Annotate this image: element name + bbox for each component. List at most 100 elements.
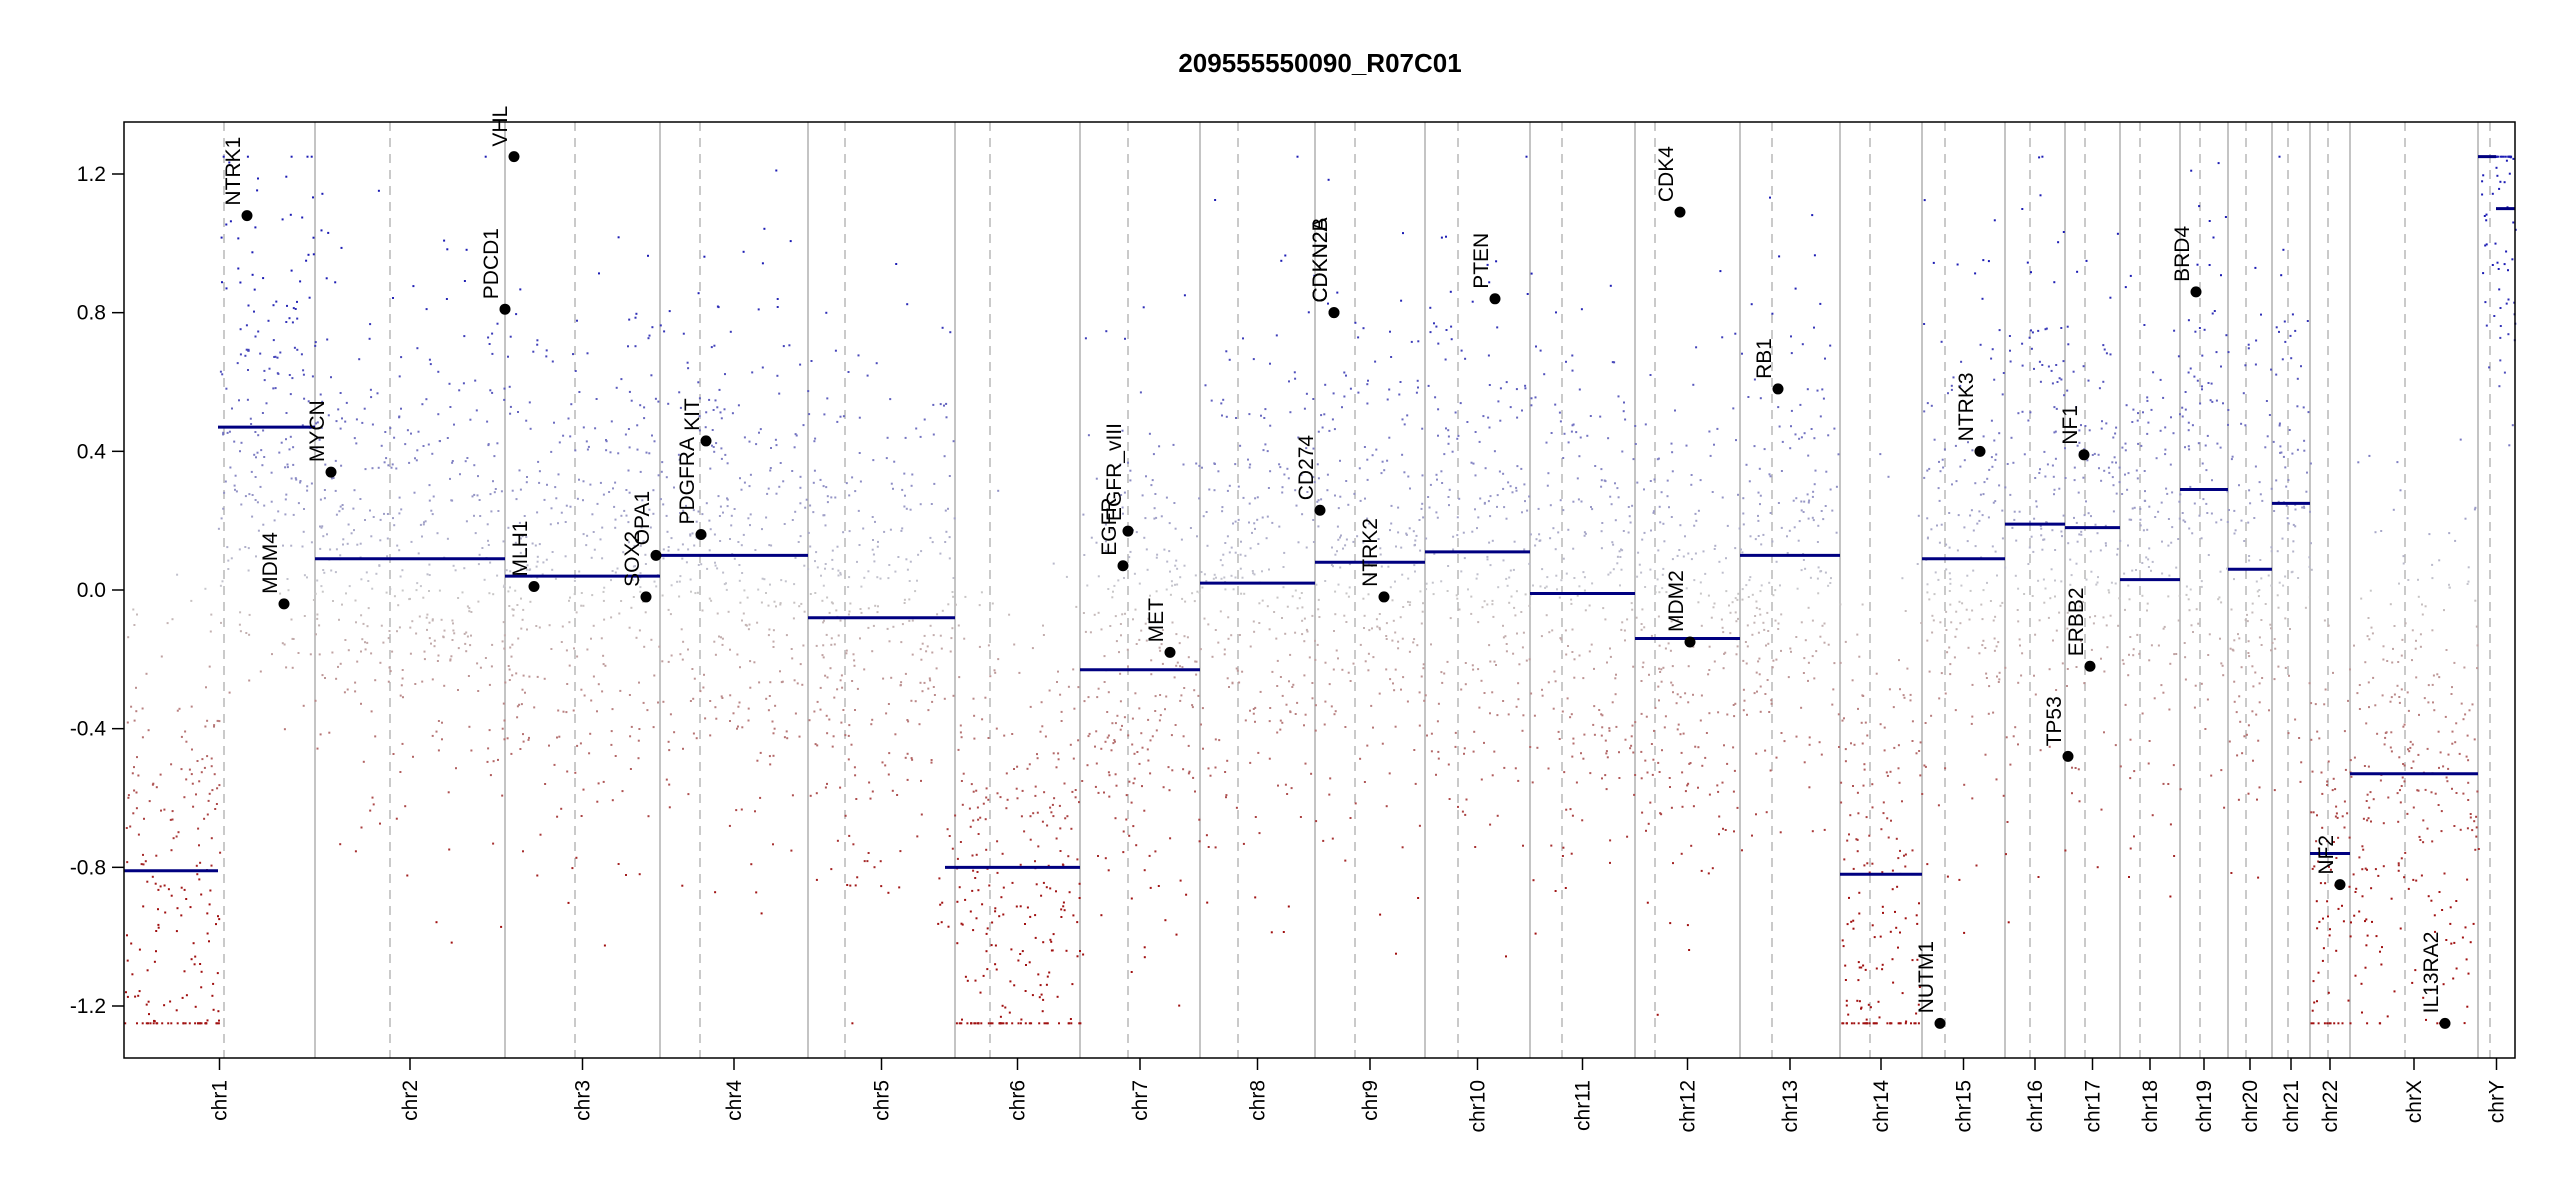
- probe-point: [1017, 959, 1020, 962]
- probe-point: [2255, 713, 2258, 716]
- probe-point: [1963, 931, 1966, 934]
- probe-point: [711, 444, 713, 447]
- probe-point: [731, 412, 734, 415]
- probe-point: [2039, 525, 2042, 527]
- probe-point: [918, 723, 921, 726]
- probe-point: [1817, 566, 1820, 569]
- probe-point: [2076, 540, 2079, 543]
- probe-point: [431, 678, 434, 681]
- probe-point: [2242, 392, 2245, 395]
- probe-point: [2201, 462, 2204, 465]
- probe-point: [1205, 580, 1208, 583]
- probe-point: [279, 592, 282, 595]
- probe-point: [2328, 865, 2330, 868]
- probe-point: [1711, 867, 1714, 870]
- probe-point: [2326, 1022, 2329, 1025]
- probe-point: [569, 435, 572, 438]
- probe-point: [2291, 570, 2294, 573]
- probe-point: [952, 595, 955, 598]
- probe-point: [446, 537, 449, 540]
- probe-point: [1472, 462, 1475, 465]
- probe-point: [2429, 989, 2432, 991]
- probe-point: [1433, 552, 1436, 555]
- probe-point: [401, 677, 404, 680]
- probe-point: [591, 513, 594, 516]
- probe-point: [465, 248, 468, 251]
- probe-point: [1671, 684, 1674, 687]
- probe-point: [972, 790, 975, 793]
- probe-point: [126, 934, 128, 937]
- probe-point: [1722, 667, 1725, 670]
- probe-point: [2234, 529, 2237, 532]
- probe-point: [1409, 487, 1411, 490]
- probe-point: [155, 930, 158, 932]
- probe-point: [131, 973, 134, 976]
- probe-point: [1276, 731, 1279, 734]
- probe-point: [1013, 768, 1015, 770]
- probe-point: [697, 564, 700, 566]
- probe-point: [2248, 489, 2251, 492]
- probe-point: [1013, 984, 1016, 987]
- probe-point: [1995, 453, 1998, 456]
- probe-point: [642, 540, 645, 543]
- probe-point: [2310, 1022, 2313, 1025]
- probe-point: [2312, 811, 2315, 814]
- probe-point: [1554, 403, 1557, 406]
- probe-point: [1435, 773, 1437, 776]
- probe-point: [1682, 555, 1685, 558]
- probe-point: [786, 737, 789, 740]
- probe-point: [283, 643, 286, 646]
- probe-point: [2343, 730, 2346, 733]
- probe-point: [2167, 544, 2170, 547]
- probe-point: [1790, 425, 1792, 428]
- probe-point: [2063, 394, 2066, 397]
- probe-point: [1643, 531, 1646, 534]
- probe-point: [830, 643, 833, 646]
- probe-point: [1301, 513, 1304, 516]
- probe-point: [887, 577, 890, 580]
- probe-point: [920, 550, 923, 553]
- probe-point: [409, 597, 411, 600]
- probe-point: [277, 372, 280, 375]
- probe-point: [739, 666, 741, 669]
- probe-point: [256, 189, 259, 192]
- probe-point: [2360, 982, 2363, 985]
- probe-point: [135, 686, 137, 689]
- probe-point: [1362, 327, 1365, 330]
- probe-point: [145, 1003, 148, 1006]
- probe-point: [1188, 770, 1191, 773]
- probe-point: [507, 590, 510, 593]
- probe-point: [2062, 231, 2065, 233]
- probe-point: [566, 683, 569, 685]
- probe-point: [1562, 509, 1565, 512]
- probe-point: [406, 874, 409, 877]
- probe-point: [1628, 515, 1631, 518]
- probe-point: [1676, 693, 1679, 696]
- probe-point: [263, 379, 266, 382]
- probe-point: [209, 889, 212, 892]
- probe-point: [1418, 519, 1421, 521]
- probe-point: [2103, 731, 2105, 734]
- probe-point: [2023, 453, 2026, 456]
- probe-point: [244, 354, 247, 357]
- probe-point: [599, 538, 602, 541]
- probe-point: [628, 446, 631, 449]
- probe-point: [1448, 798, 1451, 800]
- probe-point: [1258, 832, 1261, 835]
- probe-point: [790, 849, 793, 852]
- probe-point: [1652, 510, 1655, 513]
- probe-point: [743, 481, 746, 484]
- probe-point: [2270, 584, 2273, 587]
- probe-point: [1312, 398, 1315, 400]
- probe-point: [954, 814, 957, 817]
- probe-point: [836, 420, 839, 423]
- probe-point: [1640, 571, 1643, 574]
- probe-point: [1100, 747, 1103, 750]
- probe-point: [1477, 516, 1480, 519]
- probe-point: [1671, 558, 1674, 561]
- probe-point: [199, 1022, 202, 1025]
- probe-point: [520, 567, 523, 570]
- probe-point: [813, 440, 816, 443]
- probe-point: [985, 950, 988, 953]
- probe-point: [1271, 670, 1274, 673]
